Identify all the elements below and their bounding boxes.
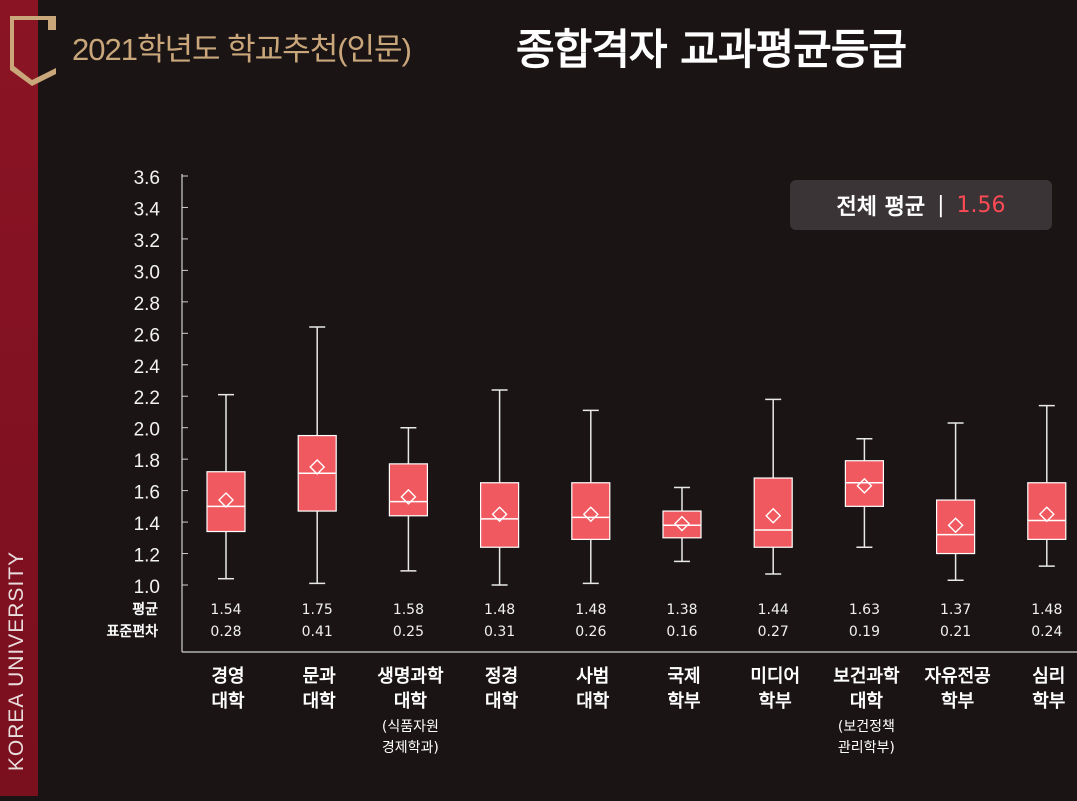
y-tick-label: 1.2 — [134, 546, 160, 567]
category-label: 대학 — [850, 690, 884, 712]
university-crest-icon — [10, 16, 56, 86]
sd-value-label: 0.21 — [940, 624, 971, 640]
sd-value-label: 0.25 — [393, 624, 424, 640]
mean-value-label: 1.54 — [210, 602, 241, 618]
chart-boxes — [206, 326, 1067, 586]
box-iqr — [844, 460, 885, 507]
y-tick-label: 1.8 — [134, 451, 160, 472]
sd-value-label: 0.19 — [849, 624, 880, 640]
chart-axes: 1.0 1.2 1.4 1.6 1.8 2.0 2.2 2.4 2.6 2.8 3.0 3.2 3.4 3… — [134, 168, 1077, 653]
category-label: 심리 — [1032, 666, 1065, 687]
category-label: 학부 — [941, 690, 974, 712]
category-label: 대학 — [211, 690, 245, 712]
y-tick-label: 3.4 — [134, 199, 161, 220]
sd-value-label: 0.26 — [575, 624, 606, 640]
sd-value-label: 0.16 — [666, 624, 697, 640]
category-note: (식품자원 — [382, 719, 439, 735]
y-tick-label: 3.6 — [134, 168, 160, 189]
page-title: 종합격자 교과평균등급 — [516, 25, 907, 74]
category-label: 대학 — [576, 690, 610, 712]
sd-value-label: 0.28 — [210, 624, 241, 640]
mean-diamond-marker — [1038, 506, 1055, 523]
mean-value-label: 1.58 — [393, 602, 424, 618]
mean-value-label: 1.48 — [484, 602, 515, 618]
box-iqr — [1027, 482, 1067, 540]
box-iqr — [935, 499, 976, 555]
sd-value-label: 0.27 — [758, 624, 789, 640]
mean-diamond-marker — [400, 488, 417, 505]
mean-diamond-marker — [947, 517, 964, 534]
category-note: (보건정책 — [838, 719, 895, 735]
left-brand-band — [0, 0, 38, 796]
category-label: 대학 — [394, 690, 428, 712]
category-label: 문과 — [303, 666, 337, 687]
sd-value-label: 0.41 — [302, 624, 333, 640]
overall-average-separator: | — [937, 192, 945, 218]
mean-diamond-marker — [491, 506, 508, 523]
overall-average-label: 전체 평균 — [836, 195, 926, 220]
mean-value-label: 1.63 — [849, 602, 880, 618]
overall-average-value: 1.56 — [956, 192, 1006, 218]
mean-diamond-marker — [765, 507, 782, 524]
box-iqr — [571, 482, 611, 540]
mean-diamond-marker — [309, 459, 326, 476]
row-label-sd: 표준편차 — [106, 623, 158, 640]
box-iqr — [753, 477, 793, 548]
mean-value-label: 1.75 — [302, 602, 333, 618]
y-tick-label: 1.0 — [134, 577, 160, 598]
y-tick-label: 3.0 — [134, 262, 160, 283]
category-label: 학부 — [667, 690, 700, 712]
mean-diamond-marker — [856, 477, 873, 494]
mean-diamond-marker — [582, 506, 599, 523]
category-label: 사범 — [576, 666, 609, 687]
mean-value-label: 1.38 — [666, 602, 697, 618]
y-tick-label: 1.4 — [134, 514, 161, 535]
category-label: 대학 — [485, 690, 519, 712]
category-label: 생명과학 — [377, 665, 444, 687]
box-iqr — [206, 471, 246, 533]
category-label: 경영 — [211, 666, 244, 687]
category-label: 보건과학 — [833, 665, 900, 687]
overall-average-badge: 전체 평균 | 1.56 — [790, 180, 1052, 230]
category-note: 경제학과) — [382, 740, 439, 756]
box-iqr — [480, 482, 520, 548]
sd-value-label: 0.24 — [1031, 624, 1062, 640]
box-iqr — [662, 510, 702, 539]
category-label: 미디어 — [750, 666, 800, 687]
mean-value-label: 1.37 — [940, 602, 971, 618]
y-tick-label: 2.6 — [134, 325, 160, 346]
header-subtitle: 2021학년도 학교추천(인문) — [72, 32, 412, 67]
mean-value-label: 1.48 — [1031, 602, 1062, 618]
chart-stats: 1.54 0.28 1.75 0.41 1.58 0.25 1.48 0.31 1.48 0.26… — [210, 602, 1062, 640]
category-label: 대학 — [303, 690, 337, 712]
category-note: 관리학부) — [838, 740, 895, 756]
category-label: 학부 — [1032, 690, 1065, 712]
mean-value-label: 1.44 — [758, 602, 789, 618]
y-tick-label: 2.0 — [134, 420, 160, 441]
sd-value-label: 0.31 — [484, 624, 515, 640]
y-tick-label: 1.6 — [134, 483, 160, 504]
mean-diamond-marker — [674, 515, 690, 532]
row-label-mean: 평균 — [132, 601, 158, 618]
y-tick-label: 3.2 — [134, 231, 160, 252]
y-tick-label: 2.4 — [134, 357, 161, 378]
mean-diamond-marker — [218, 492, 234, 509]
y-tick-label: 2.2 — [134, 388, 160, 409]
category-label: 학부 — [759, 690, 792, 712]
y-tick-label: 2.8 — [134, 294, 160, 315]
category-label: 정경 — [485, 666, 518, 687]
category-label: 자유전공 — [924, 666, 990, 687]
category-label: 국제 — [667, 666, 700, 687]
mean-value-label: 1.48 — [575, 602, 606, 618]
